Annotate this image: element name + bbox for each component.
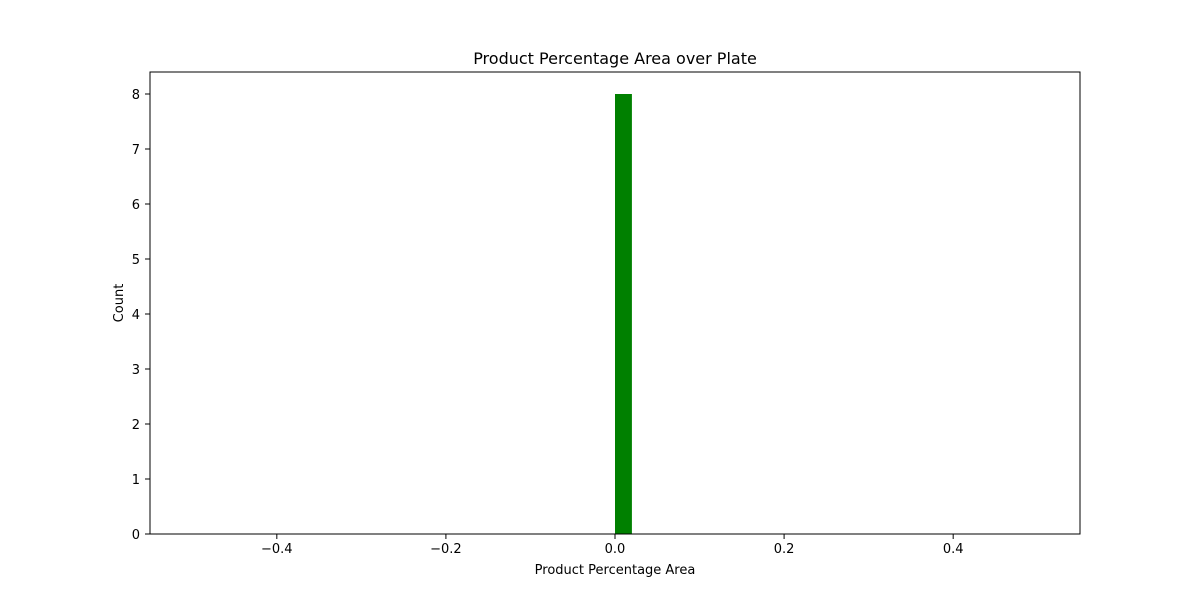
plot-area bbox=[149, 71, 1081, 535]
histogram-bar bbox=[615, 94, 632, 534]
y-tick-label: 7 bbox=[132, 143, 140, 158]
y-axis-ticks: 0 1 2 3 4 5 6 7 8 bbox=[132, 88, 150, 543]
x-axis-label: Product Percentage Area bbox=[535, 563, 696, 578]
bars-layer bbox=[615, 94, 632, 534]
y-tick-label: 2 bbox=[132, 418, 140, 433]
y-tick-label: 0 bbox=[132, 528, 140, 543]
y-tick-label: 5 bbox=[132, 253, 140, 268]
chart-title: Product Percentage Area over Plate bbox=[473, 49, 757, 68]
x-tick-label: −0.2 bbox=[430, 542, 462, 557]
y-tick-label: 8 bbox=[132, 88, 140, 103]
x-tick-label: 0.2 bbox=[774, 542, 795, 557]
y-tick-label: 4 bbox=[132, 308, 140, 323]
x-tick-label: 0.0 bbox=[605, 542, 626, 557]
x-tick-label: 0.4 bbox=[943, 542, 964, 557]
y-tick-label: 3 bbox=[132, 363, 140, 378]
y-tick-label: 1 bbox=[132, 473, 140, 488]
y-axis-label: Count bbox=[112, 284, 127, 323]
x-axis-ticks: −0.4 −0.2 0.0 0.2 0.4 bbox=[261, 534, 964, 557]
y-tick-label: 6 bbox=[132, 198, 140, 213]
x-tick-label: −0.4 bbox=[261, 542, 293, 557]
